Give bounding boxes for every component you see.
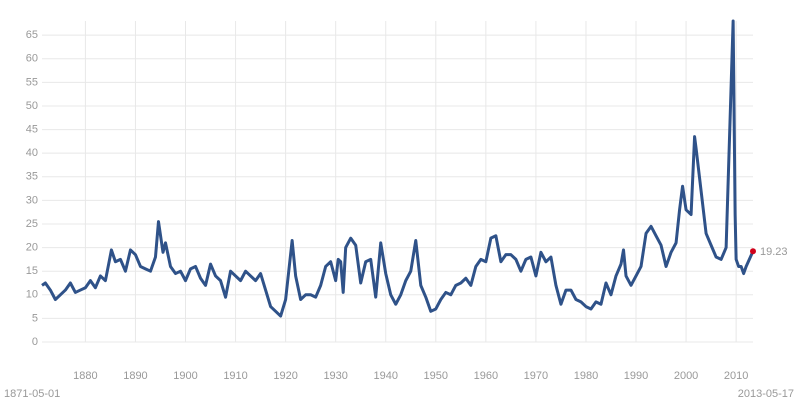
y-tick-label: 60 xyxy=(26,53,38,65)
y-tick-label: 20 xyxy=(26,241,38,253)
y-tick-label: 50 xyxy=(26,100,38,112)
y-tick-label: 40 xyxy=(26,147,38,159)
x-tick-label: 2000 xyxy=(674,370,698,382)
y-tick-label: 5 xyxy=(32,312,38,324)
x-tick-label: 1990 xyxy=(624,370,648,382)
last-point xyxy=(750,248,756,255)
x-tick-label: 1970 xyxy=(524,370,548,382)
y-tick-label: 25 xyxy=(26,218,38,230)
y-tick-label: 65 xyxy=(26,29,38,41)
x-tick-label: 1910 xyxy=(223,370,247,382)
x-tick-label: 1940 xyxy=(373,370,397,382)
x-tick-label: 1880 xyxy=(73,370,97,382)
x-tick-label: 1980 xyxy=(574,370,598,382)
x-tick-label: 1930 xyxy=(323,370,347,382)
y-tick-label: 30 xyxy=(26,194,38,206)
last-value-label: 19.23 xyxy=(760,246,788,258)
data-line xyxy=(41,19,755,318)
y-tick-label: 0 xyxy=(32,336,38,348)
end-date-label: 2013-05-17 xyxy=(738,388,794,400)
y-tick-label: 55 xyxy=(26,76,38,88)
x-tick-label: 1900 xyxy=(173,370,197,382)
y-tick-label: 15 xyxy=(26,265,38,277)
x-tick-label: 1960 xyxy=(474,370,498,382)
x-tick-label: 1920 xyxy=(273,370,297,382)
x-tick-label: 2010 xyxy=(724,370,748,382)
y-tick-label: 35 xyxy=(26,171,38,183)
start-date-label: 1871-05-01 xyxy=(4,388,60,400)
x-tick-label: 1950 xyxy=(424,370,448,382)
x-tick-label: 1890 xyxy=(123,370,147,382)
y-tick-label: 45 xyxy=(26,123,38,135)
y-tick-label: 10 xyxy=(26,289,38,301)
